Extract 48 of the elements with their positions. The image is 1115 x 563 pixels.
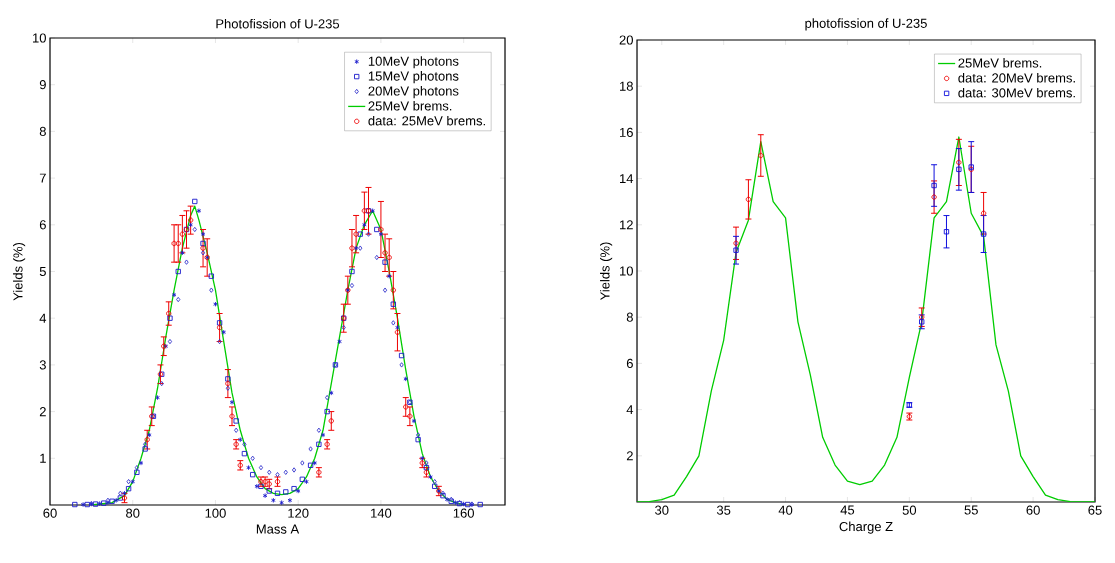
legend-label: data: 20MeV brems. — [958, 72, 1075, 83]
y-tick-label: 14 — [620, 174, 634, 184]
y-tick-label: 5 — [39, 266, 46, 277]
y-tick-label: 9 — [39, 80, 46, 90]
x-tick-label: 80 — [126, 508, 140, 518]
x-tick-label: 45 — [840, 505, 855, 515]
legend-label: 15MeV photons — [368, 71, 459, 84]
legend-label: 20MeV photons — [368, 86, 459, 99]
legend-label: data: 30MeV brems. — [958, 87, 1075, 98]
y-axis-title: Yields (%) — [600, 242, 613, 301]
y-tick-label: 3 — [39, 360, 46, 370]
x-tick-label: 160 — [453, 508, 474, 518]
chart-title: Photofission of U-235 — [216, 18, 340, 29]
x-tick-label: 100 — [205, 508, 226, 518]
y-tick-label: 18 — [620, 81, 633, 91]
y-tick-label: 8 — [39, 126, 46, 136]
x-tick-label: 60 — [1026, 505, 1040, 515]
y-tick-label: 6 — [39, 220, 46, 230]
y-tick-label: 16 — [620, 127, 633, 137]
y-tick-label: 10 — [620, 266, 633, 276]
y-tick-label: 8 — [626, 312, 633, 322]
x-tick-label: 30 — [655, 505, 669, 515]
x-tick-label: 65 — [1088, 505, 1102, 515]
y-tick-label: 4 — [626, 405, 634, 415]
y-axis-title: Yields (%) — [13, 242, 26, 301]
y-tick-label: 7 — [39, 173, 46, 183]
legend-label: 25MeV brems. — [368, 100, 452, 111]
y-tick-label: 10 — [33, 33, 46, 43]
y-tick-label: 2 — [626, 451, 633, 461]
legend-label: 10MeV photons — [368, 56, 459, 69]
y-tick-label: 12 — [620, 220, 633, 230]
y-tick-label: 1 — [40, 453, 46, 463]
x-tick-label: 120 — [288, 508, 309, 518]
x-axis-title: Mass A — [256, 524, 300, 534]
x-tick-label: 35 — [716, 505, 731, 515]
x-tick-label: 60 — [43, 508, 57, 518]
y-tick-label: 6 — [626, 358, 633, 368]
x-axis-title: Charge Z — [839, 521, 893, 534]
x-tick-label: 40 — [778, 505, 793, 515]
chart-title: photofission of U-235 — [805, 18, 927, 31]
y-tick-label: 20 — [619, 35, 633, 45]
legend-label: data: 25MeV brems. — [368, 115, 485, 126]
x-tick-label: 50 — [902, 505, 917, 515]
x-tick-label: 140 — [371, 508, 392, 518]
x-tick-label: 55 — [964, 505, 978, 515]
legend-label: 25MeV brems. — [958, 58, 1042, 68]
y-tick-label: 4 — [39, 313, 47, 323]
y-tick-label: 2 — [39, 407, 46, 417]
